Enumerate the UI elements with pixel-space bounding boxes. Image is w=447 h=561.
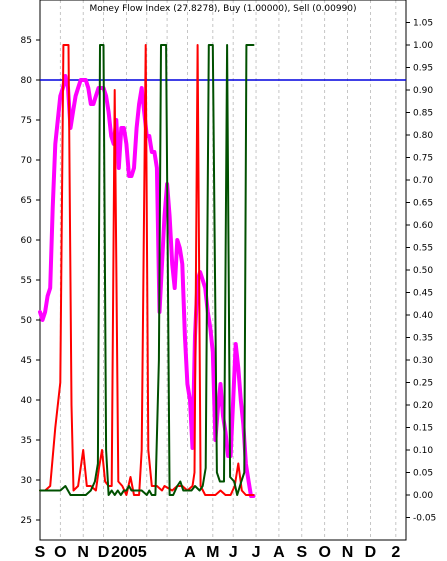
right-tick-label: 0.35 [413,334,433,344]
right-tick-label: 0.70 [413,176,433,186]
x-tick-label: M [206,544,219,561]
right-tick-label: 0.00 [413,491,433,501]
x-tick-label: A [273,544,285,561]
left-tick-label: 30 [21,476,33,486]
right-tick-label: 0.05 [413,469,433,479]
right-axis: -0.05 0.00 0.05 0.10 0.15 0.20 0.25 0.30 0.35 0.4… [406,19,436,524]
chart-title: Money Flow Index (27.8278), Buy (1.00000… [89,4,356,14]
right-tick-label: 1.00 [413,41,433,51]
right-tick-label: 0.40 [413,311,433,321]
left-tick-label: 25 [21,516,32,526]
right-tick-label: 0.30 [413,356,433,366]
left-tick-label: 50 [21,316,33,326]
left-tick-label: 80 [21,76,33,86]
right-tick-label: 0.20 [413,401,433,411]
x-axis: S O N D 2005 A M J J A S O N D 2 [35,544,401,561]
x-tick-label: D [98,544,110,561]
x-tick-label: A [184,544,196,561]
right-tick-label: 0.25 [413,379,433,389]
x-tick-label: O [318,544,330,561]
right-tick-label: 0.60 [413,221,433,231]
left-tick-label: 65 [21,196,32,206]
right-tick-label: 0.85 [413,109,433,119]
right-tick-label: 0.80 [413,131,433,141]
right-tick-label: 0.50 [413,266,433,276]
left-tick-label: 70 [21,156,33,166]
right-tick-label: 0.55 [413,244,433,254]
x-tick-label: D [365,544,377,561]
right-tick-label: 0.15 [413,424,433,434]
series-group [38,44,256,498]
sell-signal-line [39,44,255,496]
x-tick-label: J [252,544,261,561]
right-tick-label: 0.45 [413,289,433,299]
left-tick-label: 55 [21,276,32,286]
x-tick-label: 2 [391,544,400,561]
x-tick-label: J [229,544,238,561]
x-tick-label: N [342,544,354,561]
left-tick-label: 40 [21,396,33,406]
left-tick-label: 75 [21,116,32,126]
right-tick-label: 0.95 [413,64,433,74]
x-tick-label: N [77,544,89,561]
right-tick-label: 0.65 [413,199,433,209]
left-tick-label: 45 [21,356,32,366]
x-tick-label: 2005 [111,544,147,561]
left-tick-label: 85 [21,36,32,46]
right-tick-label: 0.90 [413,86,433,96]
left-axis: 25 30 35 40 45 50 55 60 65 70 75 80 85 [21,36,40,526]
x-tick-label: S [296,544,307,561]
right-tick-label: -0.05 [413,514,436,524]
x-tick-label: S [35,544,46,561]
x-tick-label: O [54,544,66,561]
right-tick-label: 1.05 [413,19,433,29]
left-tick-label: 60 [21,236,33,246]
left-tick-label: 35 [21,436,32,446]
right-tick-label: 0.75 [413,154,433,164]
right-tick-label: 0.10 [413,446,433,456]
buy-signal-line [39,44,255,496]
